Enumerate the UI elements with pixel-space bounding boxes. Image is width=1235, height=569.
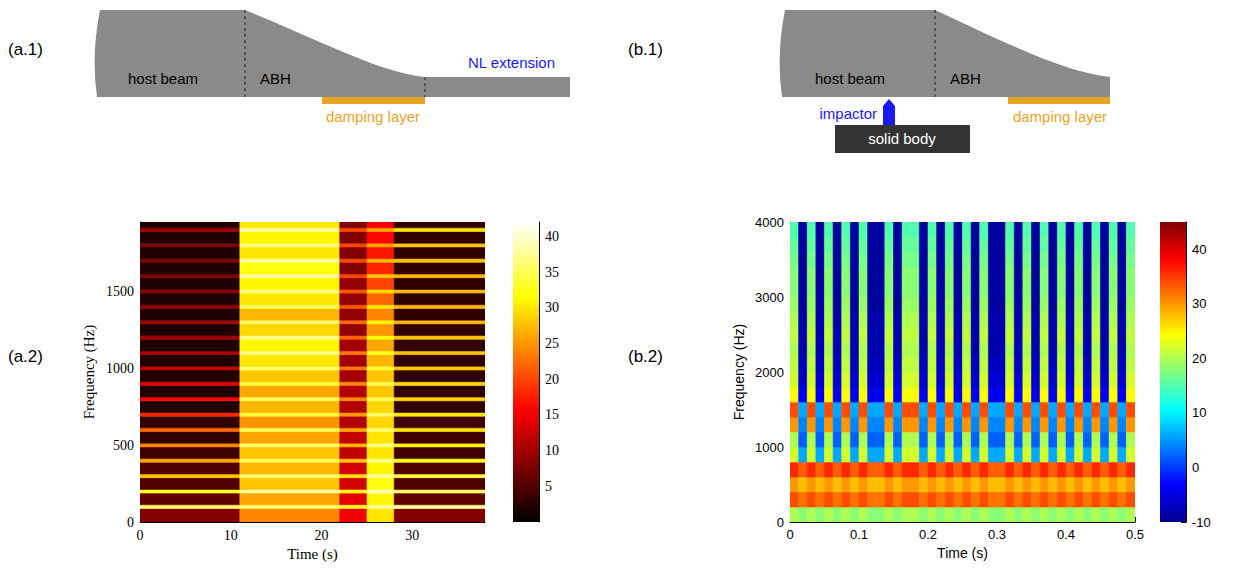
svg-text:0.4: 0.4 [1057,527,1075,542]
svg-text:Frequency (Hz): Frequency (Hz) [81,325,98,420]
svg-text:30: 30 [545,300,559,315]
svg-text:20: 20 [1192,351,1206,366]
svg-text:40: 40 [545,229,559,244]
svg-text:Frequency (Hz): Frequency (Hz) [731,324,747,420]
svg-text:0: 0 [1192,460,1199,475]
svg-text:0: 0 [127,515,134,530]
svg-text:10: 10 [1192,405,1206,420]
svg-text:(a.1): (a.1) [8,40,43,59]
svg-text:1000: 1000 [755,440,784,455]
svg-text:10: 10 [224,528,238,543]
svg-text:2000: 2000 [755,365,784,380]
svg-text:(a.2): (a.2) [8,347,43,366]
svg-text:40: 40 [1192,242,1206,257]
svg-text:5: 5 [545,479,552,494]
svg-text:ABH: ABH [260,70,291,87]
svg-text:0.1: 0.1 [850,527,868,542]
svg-text:(b.2): (b.2) [628,347,663,366]
svg-text:1000: 1000 [106,361,134,376]
svg-text:NL extension: NL extension [468,54,555,71]
svg-text:Time (s): Time (s) [937,545,988,561]
svg-text:25: 25 [545,336,559,351]
svg-text:0: 0 [786,527,793,542]
svg-text:0.2: 0.2 [919,527,937,542]
svg-text:-10: -10 [1192,515,1211,530]
svg-text:host beam: host beam [815,70,885,87]
svg-text:damping layer: damping layer [1013,108,1107,125]
svg-text:0.3: 0.3 [988,527,1006,542]
svg-text:10: 10 [545,443,559,458]
svg-text:0: 0 [137,528,144,543]
svg-text:30: 30 [405,528,419,543]
svg-text:solid body: solid body [868,130,936,147]
svg-text:damping layer: damping layer [326,108,420,125]
svg-text:3000: 3000 [755,290,784,305]
svg-text:ABH: ABH [950,70,981,87]
svg-text:0.5: 0.5 [1126,527,1144,542]
svg-text:15: 15 [545,407,559,422]
svg-text:20: 20 [545,372,559,387]
svg-text:host beam: host beam [128,70,198,87]
svg-text:20: 20 [315,528,329,543]
svg-text:4000: 4000 [755,215,784,230]
svg-text:0: 0 [777,515,784,530]
svg-text:1500: 1500 [106,284,134,299]
svg-text:impactor: impactor [819,105,877,122]
svg-text:Time (s): Time (s) [287,546,338,563]
svg-text:30: 30 [1192,296,1206,311]
svg-text:500: 500 [113,438,134,453]
svg-text:(b.1): (b.1) [628,40,663,59]
svg-text:35: 35 [545,265,559,280]
